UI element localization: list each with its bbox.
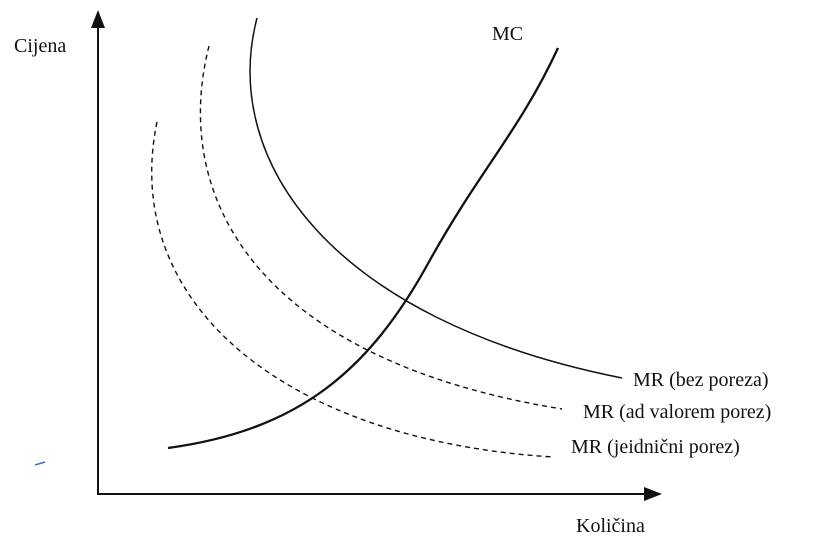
mr-ad-valorem-label: MR (ad valorem porez) — [583, 401, 771, 423]
mr-unit-tax-label: MR (jeidnični porez) — [571, 436, 740, 458]
mr-ad-valorem-curve — [199, 45, 563, 410]
x-axis-arrowhead — [644, 487, 662, 501]
y-axis-label: Cijena — [14, 35, 66, 57]
x-axis-label: Količina — [576, 515, 645, 537]
mr-no-tax-curve — [249, 17, 623, 379]
mc-label: MC — [492, 23, 523, 45]
y-axis-arrowhead — [91, 10, 105, 28]
mr-unit-tax-curve — [151, 121, 554, 458]
stray-mark — [34, 461, 46, 466]
mc-curve — [167, 47, 560, 450]
axes — [91, 10, 662, 501]
mr-no-tax-label: MR (bez poreza) — [633, 369, 769, 391]
